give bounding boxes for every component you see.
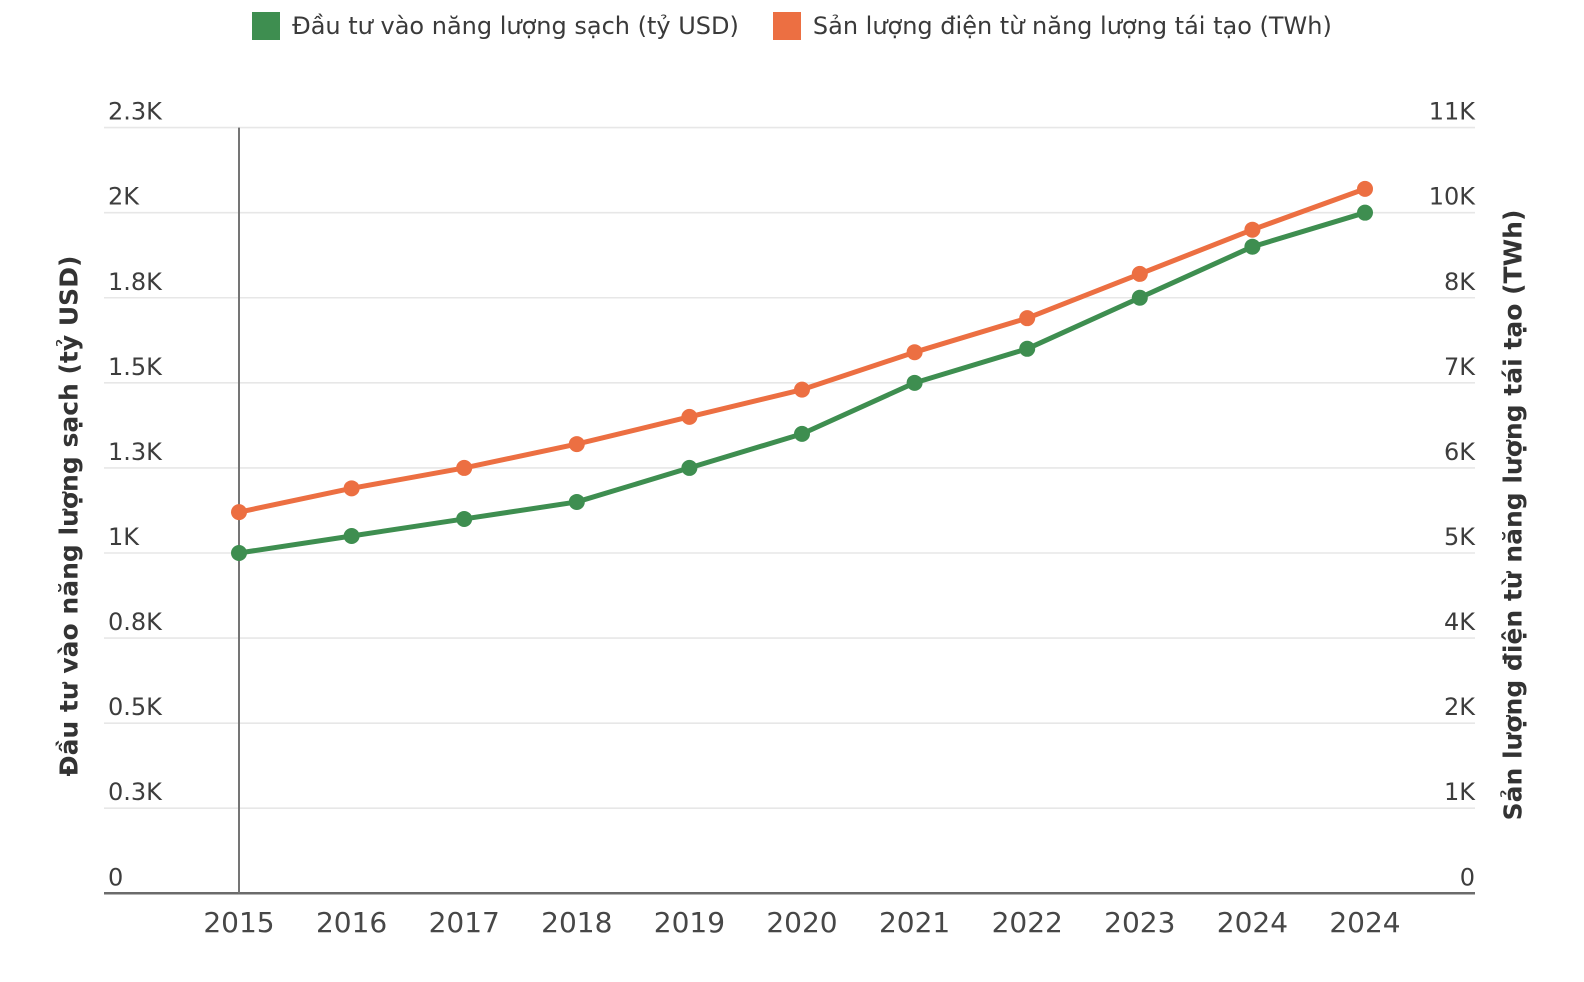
point-clean-energy-investment-2017-2[interactable] — [456, 510, 473, 527]
point-renewable-generation-2024-9[interactable] — [1244, 221, 1261, 238]
x-tick-label: 2016 — [316, 906, 387, 939]
point-clean-energy-investment-2015-0[interactable] — [231, 544, 247, 561]
left-tick-label: 1.8K — [108, 268, 163, 296]
legend-label-investment: Đầu tư vào năng lượng sạch (tỷ USD) — [292, 12, 739, 40]
point-clean-energy-investment-2023-8[interactable] — [1131, 289, 1148, 306]
point-renewable-generation-2017-2[interactable] — [456, 459, 473, 476]
point-clean-energy-investment-2018-3[interactable] — [568, 493, 585, 510]
point-clean-energy-investment-2016-1[interactable] — [343, 527, 360, 544]
left-tick-label: 0.5K — [108, 693, 163, 721]
left-tick-label: 1.3K — [108, 438, 163, 466]
point-renewable-generation-2018-3[interactable] — [568, 436, 585, 453]
legend-item-clean-energy-investment: Đầu tư vào năng lượng sạch (tỷ USD) — [252, 12, 739, 40]
left-tick-label: 2K — [108, 183, 140, 211]
x-tick-label: 2019 — [654, 906, 725, 939]
legend-swatch-investment-icon — [252, 12, 281, 40]
right-tick-label: 10K — [1429, 183, 1477, 211]
right-tick-label: 6K — [1444, 438, 1476, 466]
right-tick-label: 2K — [1444, 693, 1476, 721]
left-tick-label: 0.8K — [108, 608, 163, 636]
point-renewable-generation-2020-5[interactable] — [794, 381, 810, 398]
right-tick-label: 8K — [1444, 268, 1476, 296]
legend-item-renewable-generation: Sản lượng điện từ năng lượng tái tạo (TW… — [772, 12, 1332, 40]
point-renewable-generation-2023-8[interactable] — [1131, 265, 1148, 282]
x-tick-label: 2017 — [429, 906, 500, 939]
series-line-renewable-generation — [236, 186, 1368, 515]
point-clean-energy-investment-2024-10[interactable] — [1357, 204, 1373, 221]
left-tick-label: 0.3K — [108, 778, 163, 806]
x-tick-label: 2015 — [203, 906, 274, 939]
right-tick-label: 7K — [1444, 353, 1476, 381]
x-tick-label: 2018 — [541, 906, 612, 939]
point-renewable-generation-2022-7[interactable] — [1019, 310, 1036, 327]
right-tick-label: 0 — [1460, 863, 1475, 891]
x-tick-label: 2020 — [766, 906, 837, 939]
point-renewable-generation-2016-1[interactable] — [343, 480, 360, 497]
left-tick-label: 1.5K — [108, 353, 163, 381]
point-clean-energy-investment-2022-7[interactable] — [1019, 340, 1036, 357]
legend-swatch-generation-icon — [772, 12, 801, 40]
point-clean-energy-investment-2021-6[interactable] — [906, 374, 923, 391]
point-renewable-generation-2024-10[interactable] — [1357, 180, 1373, 197]
x-tick-label: 2021 — [879, 906, 950, 939]
right-tick-label: 1K — [1444, 778, 1476, 806]
point-clean-energy-investment-2024-9[interactable] — [1244, 238, 1261, 255]
point-clean-energy-investment-2020-5[interactable] — [794, 425, 810, 442]
left-tick-label: 2.3K — [108, 98, 163, 126]
point-clean-energy-investment-2019-4[interactable] — [681, 459, 698, 476]
x-tick-label: 2024 — [1329, 906, 1400, 939]
point-renewable-generation-2015-0[interactable] — [231, 504, 247, 521]
left-tick-label: 0 — [108, 863, 123, 891]
right-tick-label: 11K — [1429, 98, 1477, 126]
right-tick-label: 4K — [1444, 608, 1476, 636]
x-tick-label: 2022 — [992, 906, 1063, 939]
left-tick-label: 1K — [108, 523, 140, 551]
x-tick-label: 2023 — [1104, 906, 1175, 939]
legend-label-generation: Sản lượng điện từ năng lượng tái tạo (TW… — [812, 12, 1332, 40]
right-tick-label: 5K — [1444, 523, 1476, 551]
point-renewable-generation-2021-6[interactable] — [906, 344, 923, 361]
x-tick-label: 2024 — [1217, 906, 1288, 939]
legend: Đầu tư vào năng lượng sạch (tỷ USD) Sản … — [0, 12, 1584, 40]
point-renewable-generation-2019-4[interactable] — [681, 408, 698, 425]
